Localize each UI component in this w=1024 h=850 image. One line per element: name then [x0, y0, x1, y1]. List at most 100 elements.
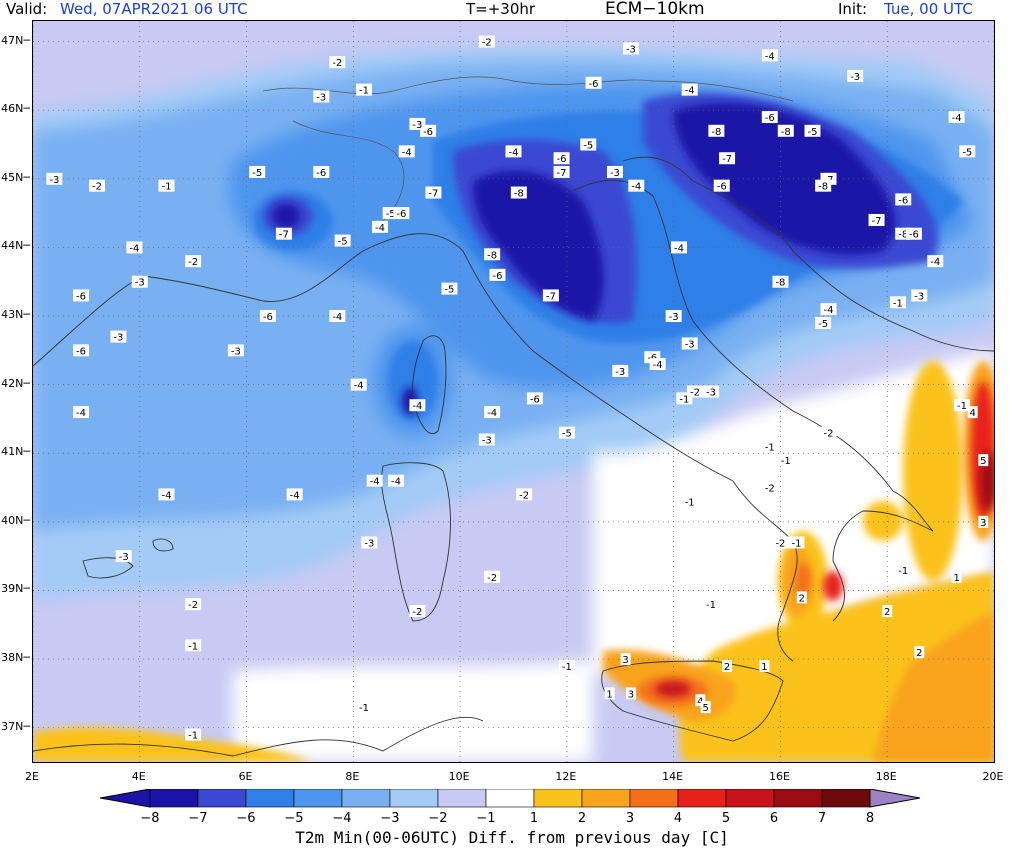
svg-text:3: 3 — [980, 518, 986, 529]
value-label: -6 — [259, 310, 276, 323]
svg-text:-3: -3 — [914, 291, 924, 302]
svg-text:-4: -4 — [412, 401, 422, 412]
value-label: -6 — [761, 111, 778, 124]
svg-text:-7: -7 — [546, 291, 556, 302]
svg-text:-6: -6 — [76, 291, 86, 302]
value-label: -2 — [761, 481, 778, 495]
temperature-difference-map: -2-3-4-3-2-1-3-6-4-8-6-8 -5-4-5-6-3-5 -6-3… — [33, 21, 994, 762]
value-label: -4 — [671, 241, 688, 254]
svg-text:-1: -1 — [893, 298, 903, 309]
svg-text:-4: -4 — [354, 381, 364, 392]
value-label: -1 — [788, 536, 805, 549]
colorbar-segment — [149, 789, 199, 808]
svg-text:-4: -4 — [653, 360, 663, 371]
value-label: -7 — [553, 165, 570, 179]
lon-tick-label: 16E — [768, 770, 790, 783]
svg-text:-4: -4 — [952, 113, 962, 124]
value-label: 4 — [695, 694, 706, 707]
lon-tick-label: 4E — [131, 770, 146, 783]
colorbar-segment — [773, 789, 823, 808]
value-label: -3 — [911, 289, 928, 302]
svg-text:-1: -1 — [781, 456, 791, 467]
lon-tick-label: 18E — [875, 770, 897, 783]
svg-text:-4: -4 — [290, 490, 300, 501]
value-label: -6 — [585, 76, 602, 90]
value-label: -2 — [478, 35, 495, 49]
svg-text:4: 4 — [697, 696, 703, 707]
svg-text:-1: -1 — [359, 703, 369, 714]
value-label: 1 — [951, 570, 962, 584]
lon-tick-label: 2E — [25, 770, 39, 783]
svg-text:-1: -1 — [765, 442, 775, 453]
svg-text:-8: -8 — [818, 182, 828, 193]
lat-tick-label: 43N─ — [1, 308, 30, 322]
value-label: -3 — [478, 433, 495, 447]
value-label: -4 — [409, 399, 426, 412]
field-minus8 — [272, 102, 896, 415]
value-label: -6 — [393, 207, 410, 220]
colorbar-high-arrow — [869, 789, 921, 808]
svg-text:-2: -2 — [824, 429, 834, 440]
svg-text:-6: -6 — [909, 230, 919, 241]
svg-text:-2: -2 — [519, 490, 529, 501]
svg-text:-4: -4 — [509, 147, 519, 158]
colorbar-tick-label: −2 — [428, 811, 448, 826]
lat-tick-label: 38N─ — [1, 651, 30, 665]
value-labels: -2-3-4-3-2-1-3-6-4-8-6-8 -5-4-5-6-3-5 -6-3… — [46, 35, 989, 742]
colorbar-title: T2m Min(00-06UTC) Diff. from previous da… — [295, 828, 729, 847]
value-label: -4 — [681, 83, 698, 97]
value-label: -2 — [185, 255, 202, 268]
colorbar-tick-label: 7 — [817, 811, 827, 826]
svg-text:2: 2 — [724, 662, 730, 673]
value-label: 5 — [978, 454, 989, 467]
svg-text:-8: -8 — [775, 278, 785, 289]
value-label: -2 — [516, 488, 533, 501]
svg-text:-2: -2 — [92, 182, 102, 193]
svg-text:-2: -2 — [690, 388, 700, 399]
svg-text:5: 5 — [703, 703, 709, 714]
svg-text:-1: -1 — [359, 86, 369, 97]
value-label: -4 — [820, 303, 837, 316]
value-label: -6 — [895, 193, 912, 206]
colorbar-segment — [629, 789, 679, 808]
colorbar — [100, 789, 921, 808]
value-label: -3 — [681, 337, 698, 350]
value-label: -6 — [73, 344, 90, 357]
colorbar-segment — [197, 789, 247, 808]
svg-text:-7: -7 — [557, 168, 567, 179]
value-label: -6 — [73, 289, 90, 302]
value-label: -2 — [89, 179, 106, 193]
value-label: 5 — [700, 701, 711, 714]
svg-text:-6: -6 — [423, 127, 433, 138]
value-label: -8 — [772, 275, 789, 289]
svg-text:-3: -3 — [685, 339, 695, 350]
svg-text:-4: -4 — [402, 147, 412, 158]
svg-text:-3: -3 — [316, 92, 326, 103]
svg-text:-5: -5 — [252, 168, 262, 179]
value-label: -3 — [313, 90, 330, 103]
colorbar-segment — [245, 789, 295, 808]
value-label: -1 — [681, 495, 698, 508]
svg-text:-6: -6 — [717, 182, 727, 193]
svg-text:-6: -6 — [396, 209, 406, 220]
value-label: -6 — [553, 152, 570, 165]
svg-text:-4: -4 — [129, 243, 139, 254]
value-label: -4 — [350, 378, 367, 392]
svg-text:5: 5 — [980, 456, 986, 467]
colorbar-segment — [725, 789, 775, 808]
colorbar-tick-label: 8 — [865, 811, 875, 826]
lat-tick-label: 44N─ — [1, 239, 30, 253]
svg-text:-8: -8 — [514, 189, 524, 200]
svg-text:-1: -1 — [161, 182, 171, 193]
colorbar-segment — [485, 789, 535, 808]
svg-text:-5: -5 — [583, 141, 593, 152]
svg-text:-3: -3 — [231, 346, 241, 357]
init-label: Init: — [838, 0, 868, 18]
svg-text:-2: -2 — [412, 607, 422, 618]
svg-text:-2: -2 — [487, 573, 497, 584]
value-label: -5 — [441, 282, 458, 296]
svg-text:-1: -1 — [706, 600, 716, 611]
colorbar-tick-label: 1 — [529, 811, 539, 826]
svg-text:-1: -1 — [679, 394, 689, 405]
value-label: -2 — [185, 598, 202, 611]
